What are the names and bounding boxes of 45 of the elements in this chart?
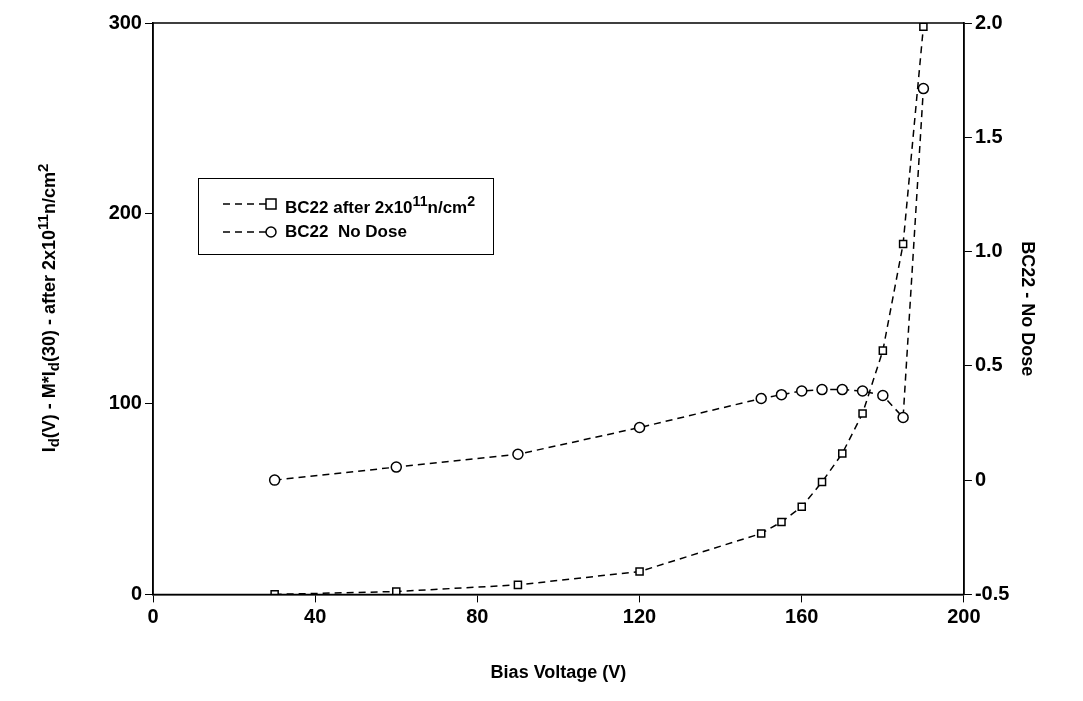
y2-axis-title: BC22 - No Dose: [1018, 241, 1039, 377]
point: [777, 517, 786, 527]
y-tick-label: 300: [108, 10, 142, 33]
x-tick-label: 80: [466, 604, 489, 627]
y2-tick-label: 1.5: [974, 124, 1003, 147]
point: [878, 346, 888, 355]
point: [877, 389, 889, 402]
point: [756, 529, 766, 538]
legend-label: BC22 No Dose: [285, 220, 407, 243]
x-axis-title: Bias Voltage (V): [490, 662, 627, 683]
point: [816, 383, 828, 396]
point: [856, 385, 869, 397]
y2-tick-label: 0.5: [974, 353, 1003, 376]
point: [897, 411, 909, 424]
y2-tick-label: 2.0: [974, 10, 1003, 33]
x-tick-label: 200: [947, 604, 981, 627]
point: [836, 383, 849, 396]
point: [898, 239, 908, 249]
point: [390, 461, 403, 473]
legend-label: BC22 after 2x10$^{11}$n/cm$^{2}$: [285, 192, 476, 219]
point: [512, 448, 524, 461]
y2-tick-label: 1.0: [974, 239, 1003, 262]
point: [635, 567, 644, 576]
point: [817, 477, 827, 487]
point: [917, 82, 930, 95]
point: [919, 23, 928, 32]
point: [858, 409, 867, 418]
point: [633, 421, 646, 434]
point: [392, 587, 401, 595]
point: [838, 449, 847, 458]
y-tick-label: 0: [130, 581, 142, 604]
point: [775, 388, 788, 401]
point: [513, 580, 523, 590]
y-tick-label: 100: [108, 391, 142, 414]
x-tick-label: 0: [147, 604, 159, 627]
x-tick-label: 40: [304, 604, 327, 627]
y-tick-label: 200: [108, 200, 142, 223]
point: [797, 502, 807, 512]
point: [755, 392, 767, 405]
point: [796, 385, 808, 397]
point: [268, 474, 281, 486]
y2-tick-label: -0.5: [974, 581, 1010, 604]
y2-tick-label: 0: [974, 467, 987, 490]
x-tick-label: 160: [785, 604, 819, 627]
x-tick-label: 120: [622, 604, 657, 627]
